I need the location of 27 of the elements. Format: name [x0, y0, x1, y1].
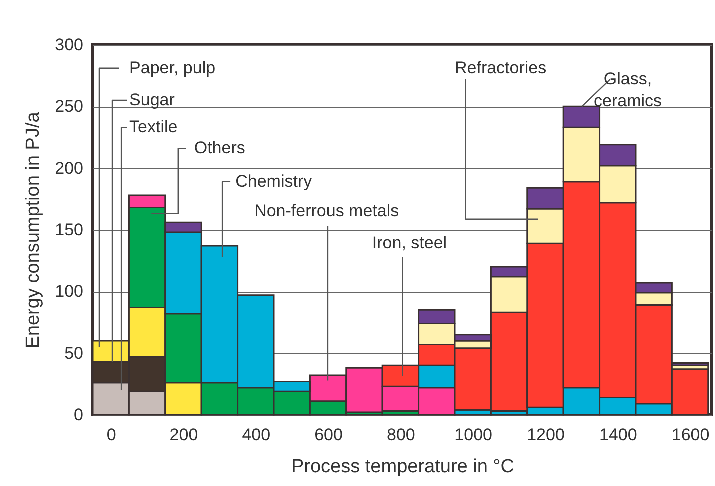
y-tick-label: 250: [55, 97, 84, 116]
x-tick-label: 1600: [672, 426, 710, 444]
series-label: Glass, ceramics: [594, 70, 662, 111]
x-tick-label: 1200: [527, 426, 565, 444]
y-tick-label: 150: [55, 220, 84, 240]
x-tick-label: 1000: [454, 426, 492, 444]
x-axis-title: Process temperature in °C: [291, 456, 515, 478]
x-tick-label: 400: [242, 426, 271, 444]
x-tick-label: 1400: [599, 426, 638, 444]
x-tick-label: 800: [387, 426, 416, 444]
text: Sugar: [130, 90, 176, 110]
text: Textile: [130, 118, 178, 137]
x-tick-label: 600: [314, 426, 343, 444]
text: Iron, steel: [372, 234, 448, 253]
text: Others: [194, 138, 246, 158]
y-tick-label: 0: [74, 406, 84, 424]
text: Paper, pulp: [130, 58, 216, 78]
y-axis-title: Energy consumption in PJ/a: [23, 112, 44, 349]
text: Refractories: [454, 58, 547, 78]
y-tick-label: 300: [55, 36, 84, 54]
y-tick-label: 200: [55, 158, 84, 178]
y-tick-label: 100: [55, 282, 84, 302]
text: Chemistry: [236, 172, 313, 191]
x-tick-label: 0: [106, 426, 116, 444]
y-tick-label: 50: [64, 344, 84, 363]
x-tick-label: 200: [170, 426, 198, 444]
text: Non-ferrous metals: [254, 202, 400, 220]
